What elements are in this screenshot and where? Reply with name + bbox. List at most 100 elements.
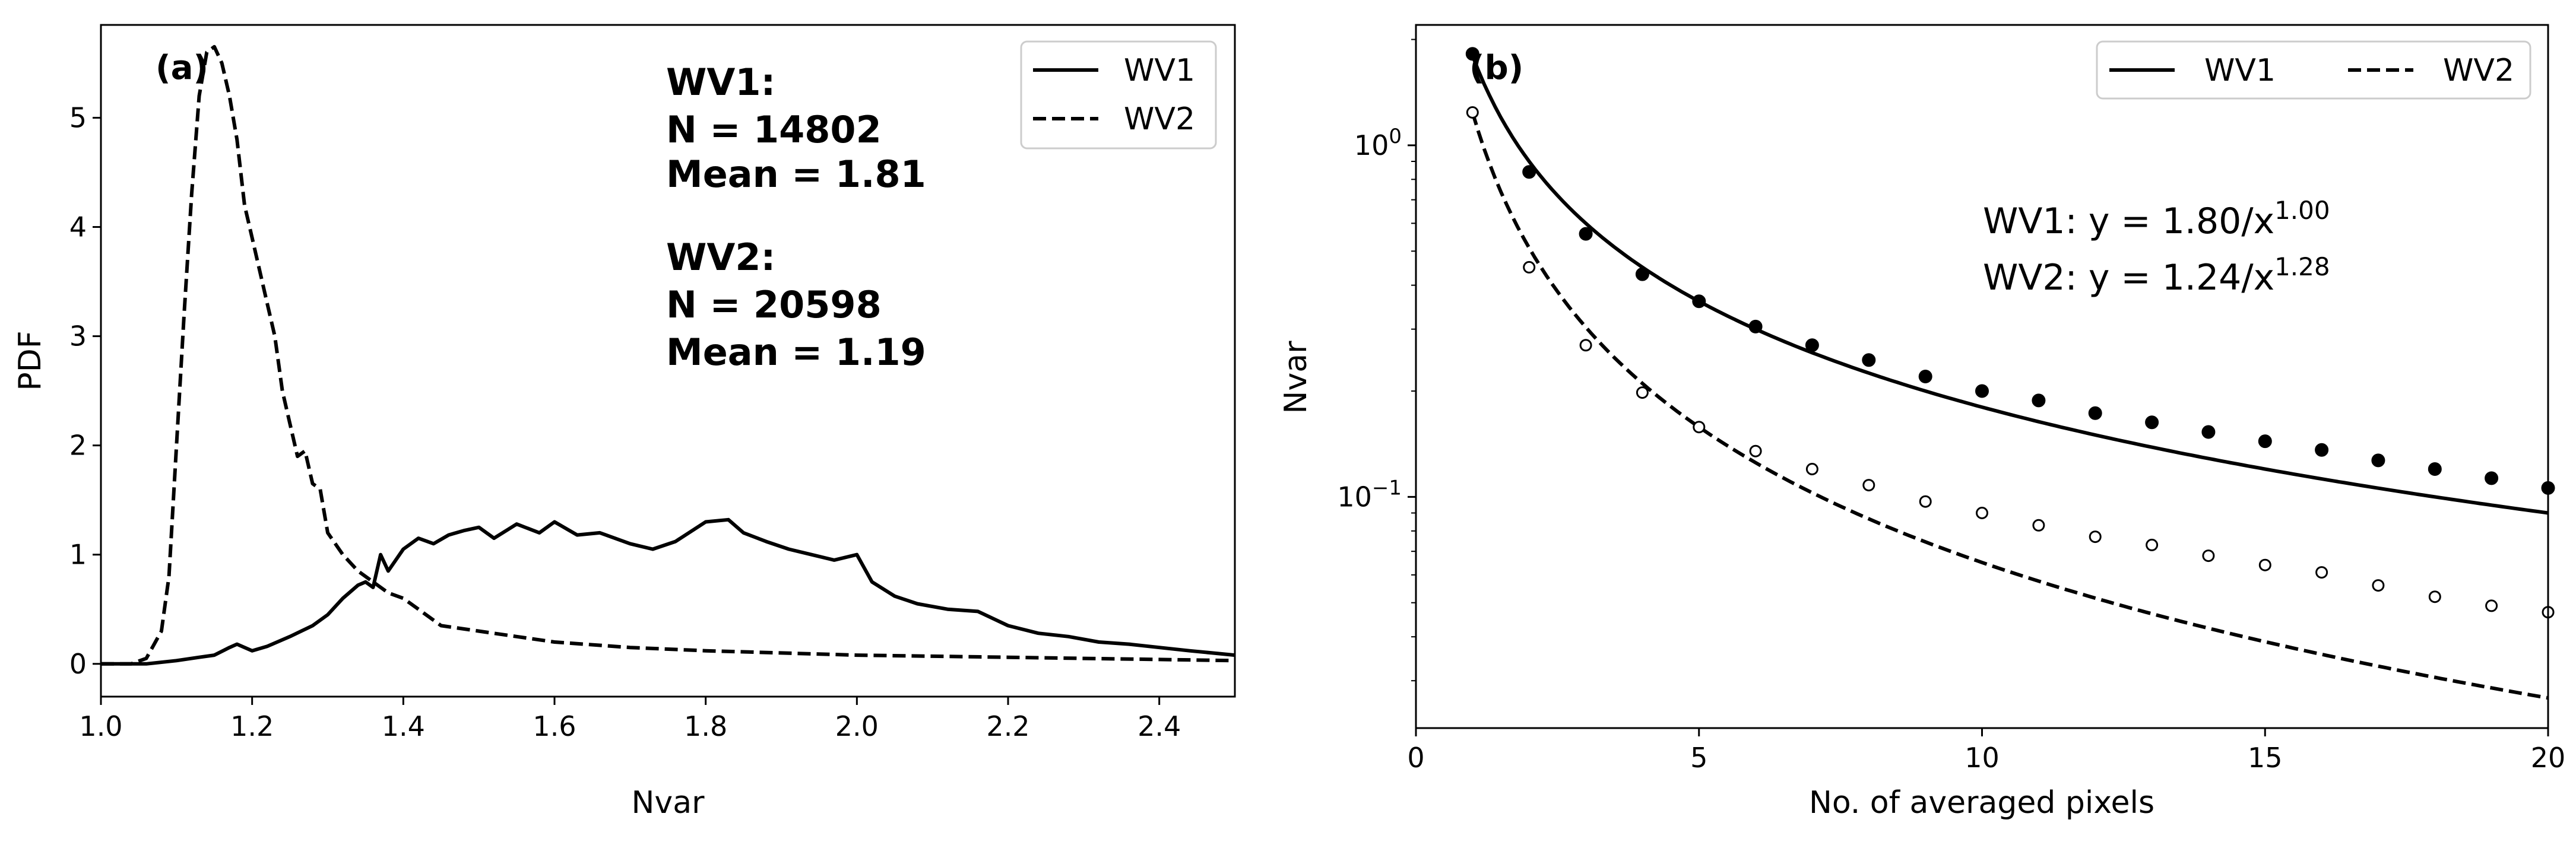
panel-a-xtick-label: 1.4 bbox=[382, 710, 425, 742]
wv1-data-point bbox=[1579, 227, 1593, 241]
panel-a-ytick-label: 4 bbox=[69, 211, 87, 243]
wv2-fit-prefix: WV2: y = 1.24/x bbox=[1983, 257, 2274, 298]
panel-b-ytick-base: 10 bbox=[1354, 129, 1389, 161]
panel-a-ylabel: PDF bbox=[12, 331, 48, 390]
wv2-data-point bbox=[2032, 519, 2045, 532]
wv1-fit-equation: WV1: y = 1.80/x1.00 bbox=[1983, 196, 2330, 242]
panel-a-lines bbox=[101, 45, 1235, 666]
wv1-data-point bbox=[1975, 384, 1989, 398]
wv2-data-point bbox=[2202, 549, 2215, 563]
wv1-pdf-line bbox=[101, 517, 1235, 666]
wv1-data-point bbox=[2201, 425, 2216, 439]
wv1-data-point bbox=[1918, 370, 1932, 383]
wv1-fit-prefix: WV1: y = 1.80/x bbox=[1983, 201, 2274, 242]
panel-a-xtick-label: 1.2 bbox=[230, 710, 274, 742]
wv1-stats-n: N = 14802 bbox=[666, 108, 882, 151]
wv2-data-point bbox=[1636, 386, 1649, 399]
panel-b-ylabel: Nvar bbox=[1278, 341, 1314, 414]
wv2-data-point bbox=[1579, 339, 1592, 352]
wv2-data-point bbox=[2315, 566, 2328, 579]
wv2-data-point bbox=[1693, 421, 1706, 434]
wv1-data-point bbox=[1522, 165, 1536, 179]
wv1-data-point bbox=[1692, 294, 1706, 309]
wv1-data-point bbox=[1805, 338, 1819, 352]
wv2-data-point bbox=[2089, 530, 2102, 544]
wv2-data-point bbox=[1466, 106, 1479, 119]
wv2-data-point bbox=[2258, 558, 2271, 571]
panel-b-frame bbox=[1415, 24, 2549, 729]
panel-a-ytick-label: 5 bbox=[69, 101, 87, 134]
panel-a-xlabel: Nvar bbox=[632, 785, 705, 821]
panel-b-label: (b) bbox=[1469, 49, 1523, 87]
wv2-data-point bbox=[1976, 507, 1988, 519]
panel-a-xtick-label: 1.8 bbox=[684, 710, 727, 742]
panel-b-ytick-exponent: −1 bbox=[1372, 476, 1402, 500]
wv1-data-point bbox=[1862, 353, 1876, 367]
wv2-data-point bbox=[2428, 590, 2441, 603]
panel-b-legend: WV1 WV2 bbox=[2096, 40, 2531, 100]
wv2-fit-exponent: 1.28 bbox=[2274, 252, 2330, 281]
wv2-data-point bbox=[1919, 495, 1932, 508]
panel-a-label: (a) bbox=[156, 49, 208, 87]
panel-b-xtick-label: 5 bbox=[1690, 742, 1707, 774]
wv1-stats-mean: Mean = 1.81 bbox=[666, 152, 926, 196]
wv2-stats-mean: Mean = 1.19 bbox=[666, 331, 926, 374]
wv2-stats-title: WV2: bbox=[666, 236, 775, 279]
wv1-fit-exponent: 1.00 bbox=[2274, 196, 2330, 225]
wv2-data-point bbox=[2485, 599, 2498, 612]
wv2-data-point bbox=[1805, 463, 1818, 475]
legend-a-wv1-label: WV1 bbox=[1124, 53, 1195, 88]
panel-a-xtick-label: 1.0 bbox=[79, 710, 122, 742]
wv1-data-point bbox=[2145, 415, 2159, 430]
wv1-data-point bbox=[2258, 434, 2272, 449]
wv1-fit-curve bbox=[1471, 55, 2549, 515]
wv1-data-point bbox=[2088, 406, 2102, 420]
panel-b-xtick-label: 15 bbox=[2248, 742, 2283, 774]
panel-b-fit-curves bbox=[1471, 55, 2549, 700]
panel-a-stats: WV1: N = 14802 Mean = 1.81 WV2: N = 2059… bbox=[666, 61, 926, 374]
panel-b-xtick-label: 0 bbox=[1407, 742, 1424, 774]
panel-a-ytick-label: 3 bbox=[69, 320, 87, 352]
panel-b-ytick-exponent: 0 bbox=[1389, 125, 1402, 148]
wv1-data-point bbox=[2032, 393, 2046, 408]
wv2-data-point bbox=[1523, 260, 1536, 274]
panel-b-xlabel: No. of averaged pixels bbox=[1809, 785, 2154, 821]
wv2-data-point bbox=[1862, 479, 1875, 492]
wv2-stats-n: N = 20598 bbox=[666, 283, 882, 326]
panel-a-xtick-label: 2.0 bbox=[835, 710, 879, 742]
wv1-stats-title: WV1: bbox=[666, 61, 775, 104]
wv2-data-point bbox=[1749, 444, 1762, 457]
wv2-fit-equation: WV2: y = 1.24/x1.28 bbox=[1983, 252, 2330, 298]
wv1-data-point bbox=[1635, 267, 1649, 281]
wv1-data-point bbox=[1465, 47, 1479, 61]
wv2-data-point bbox=[2146, 538, 2159, 551]
panel-a-xtick-label: 2.2 bbox=[986, 710, 1029, 742]
panel-b-xtick-label: 10 bbox=[1965, 742, 2000, 774]
panel-a-xtick-label: 1.6 bbox=[533, 710, 576, 742]
wv2-data-point bbox=[2372, 579, 2385, 592]
legend-b-wv1-label: WV1 bbox=[2204, 53, 2276, 88]
wv1-data-point bbox=[2315, 443, 2329, 457]
wv1-data-point bbox=[2428, 462, 2442, 476]
panel-b-points bbox=[1465, 47, 2555, 619]
wv1-data-point bbox=[1748, 319, 1763, 333]
panel-a-legend: WV1 WV2 bbox=[1020, 40, 1217, 150]
panel-a-chart: 1.0 1.2 1.4 1.6 1.8 2.0 2.2 2.4 0 1 2 3 4 5 (a) WV1: … bbox=[12, 24, 1236, 821]
legend-a-wv2-label: WV2 bbox=[1124, 101, 1195, 137]
wv1-data-point bbox=[2371, 453, 2385, 468]
wv1-data-point bbox=[2485, 471, 2499, 485]
panel-a-ticks: 1.0 1.2 1.4 1.6 1.8 2.0 2.2 2.4 0 1 2 3 4 5 bbox=[69, 101, 1181, 742]
panel-a-xtick-label: 2.4 bbox=[1138, 710, 1181, 742]
panel-b-ytick-label: 100 bbox=[1354, 125, 1402, 161]
panel-b-legend-box bbox=[2096, 40, 2531, 100]
legend-b-wv2-label: WV2 bbox=[2443, 53, 2514, 88]
panel-b-xtick-label: 20 bbox=[2531, 742, 2566, 774]
wv2-fit-curve bbox=[1471, 112, 2549, 700]
panel-a-ytick-label: 1 bbox=[69, 539, 87, 571]
panel-b-ytick-label: 10−1 bbox=[1337, 476, 1402, 513]
panel-b-ytick-base: 10 bbox=[1337, 481, 1372, 513]
panel-a-ytick-label: 2 bbox=[69, 430, 87, 462]
